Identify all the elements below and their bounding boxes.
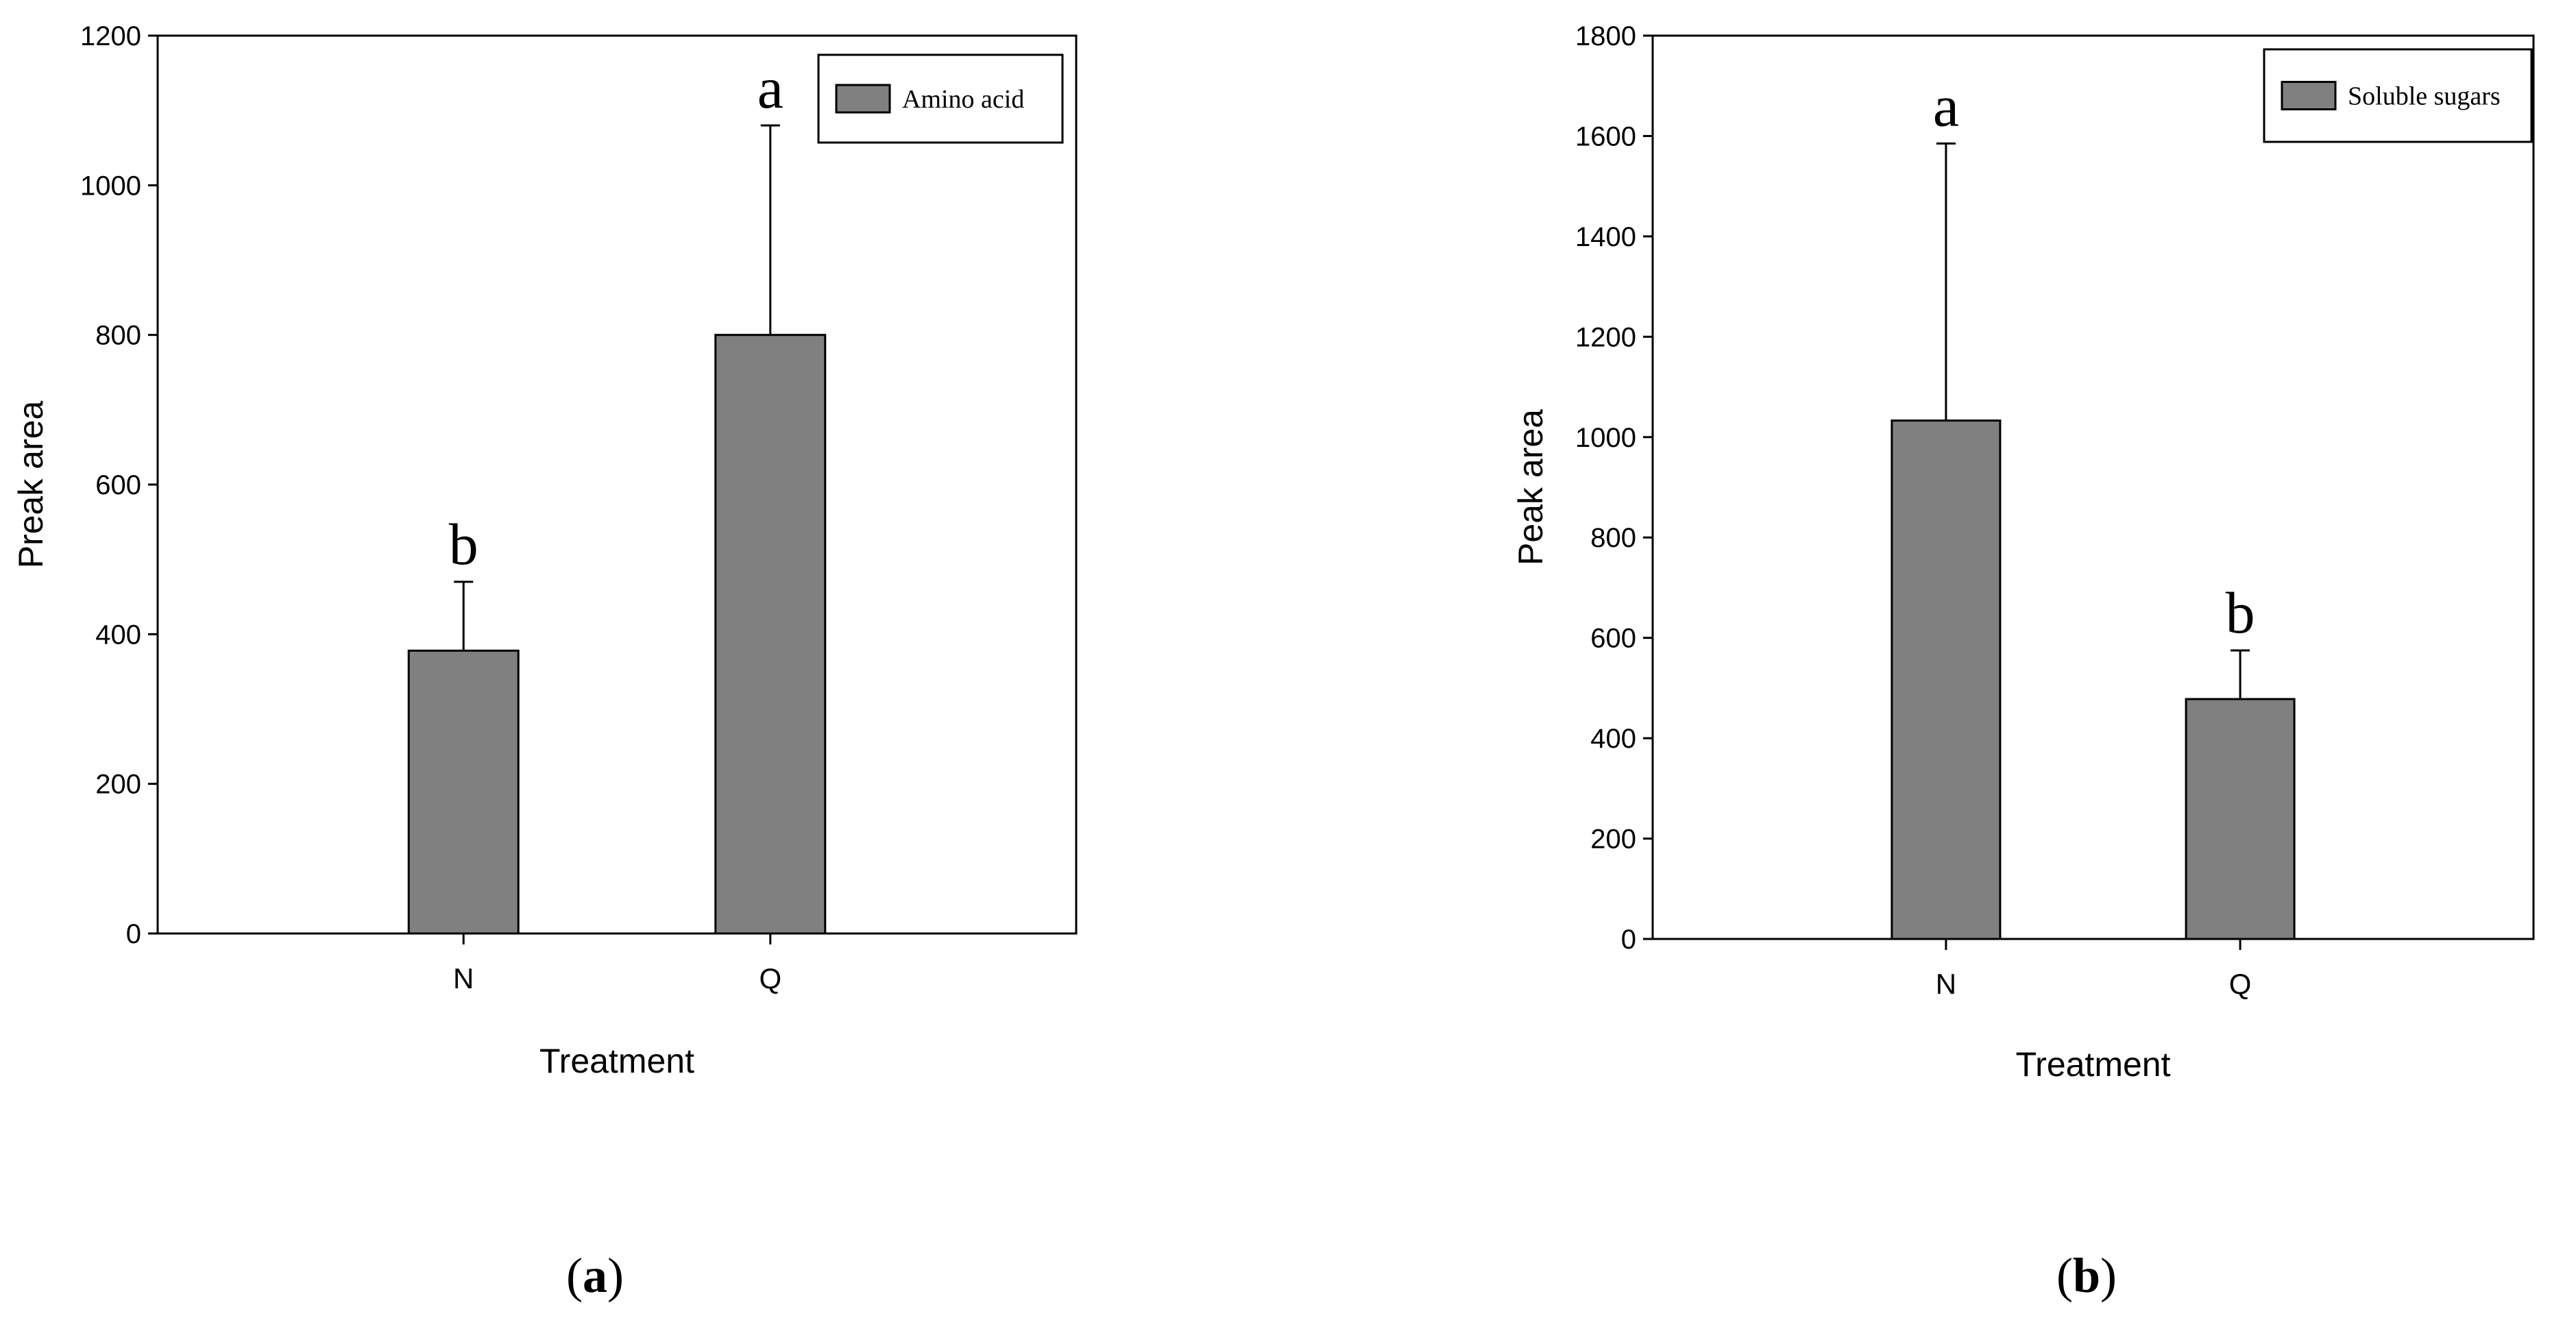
significance-letter: b <box>2226 580 2255 646</box>
significance-letter: a <box>757 55 783 121</box>
y-tick-label: 200 <box>95 770 141 800</box>
x-tick-label: N <box>1936 968 1956 1000</box>
y-tick-label: 200 <box>1590 825 1636 855</box>
panel-caption-b: (b) <box>2056 1248 2117 1303</box>
y-tick-label: 600 <box>1590 624 1636 654</box>
bar-n <box>407 649 520 935</box>
x-tick-label: Q <box>759 962 781 994</box>
legend-swatch <box>2281 81 2337 110</box>
x-axis-label: Treatment <box>539 1042 694 1080</box>
bar-n <box>1891 419 2002 940</box>
y-tick-label: 600 <box>95 470 141 500</box>
y-tick-label: 1200 <box>80 21 141 51</box>
bar-q <box>2185 698 2296 940</box>
bar-q <box>714 334 827 935</box>
x-tick-label: N <box>453 962 474 994</box>
y-tick-label: 0 <box>126 919 141 949</box>
y-tick-label: 0 <box>1621 925 1636 955</box>
y-tick-label: 800 <box>1590 523 1636 553</box>
y-tick-label: 1800 <box>1575 21 1636 51</box>
panel-caption-a: (a) <box>566 1248 624 1303</box>
amino-acid-chart: 0 200 400 600 800 1000 1200 b Na Q Treatment Preak … <box>12 21 1078 1080</box>
legend-label: Amino acid <box>902 85 1024 114</box>
legend-label: Soluble sugars <box>2348 82 2501 111</box>
significance-letter: a <box>1933 73 1959 138</box>
significance-letter: b <box>449 511 478 577</box>
y-axis-label: Peak area <box>1511 409 1550 565</box>
legend-swatch <box>835 84 891 114</box>
y-tick-label: 800 <box>95 321 141 351</box>
soluble-sugars-chart: 0 200 400 600 800 1000 1200 1400 1600 1800 a Nb Q Tre… <box>1511 21 2535 1084</box>
y-tick-label: 1600 <box>1575 121 1636 151</box>
plot-frame <box>156 34 1078 935</box>
y-tick-label: 1400 <box>1575 222 1636 252</box>
x-tick-label: Q <box>2229 968 2252 1000</box>
y-tick-label: 1200 <box>1575 322 1636 352</box>
y-tick-label: 1000 <box>80 171 141 201</box>
plot-frame <box>1651 34 2535 940</box>
y-axis-label: Preak area <box>12 401 50 569</box>
y-tick-label: 1000 <box>1575 423 1636 453</box>
x-axis-label: Treatment <box>2015 1045 2170 1084</box>
y-tick-label: 400 <box>95 620 141 650</box>
y-tick-label: 400 <box>1590 724 1636 754</box>
